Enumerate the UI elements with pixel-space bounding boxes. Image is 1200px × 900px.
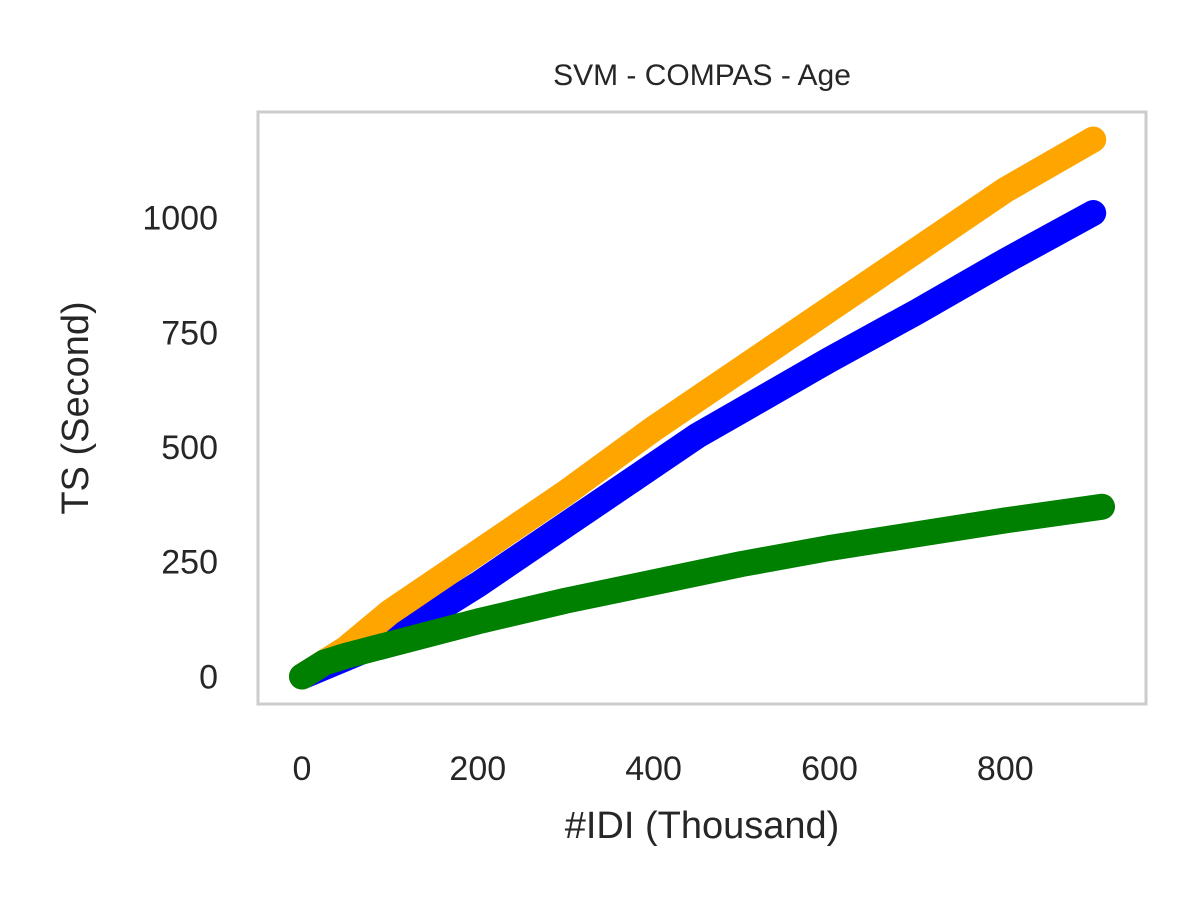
plot-frame (256, 110, 1148, 706)
x-tick-label: 200 (449, 750, 506, 788)
x-tick-label: 600 (801, 750, 858, 788)
x-axis-label: #IDI (Thousand) (565, 805, 840, 847)
x-tick-label: 0 (293, 750, 312, 788)
x-tick-labels: 0 200 400 600 800 (293, 750, 1034, 788)
y-tick-label: 250 (161, 544, 218, 582)
x-tick-label: 400 (625, 750, 682, 788)
y-tick-labels: 0 250 500 750 1000 (142, 200, 218, 697)
y-tick-label: 750 (161, 314, 218, 352)
x-tick-label: 800 (977, 750, 1034, 788)
chart-title: SVM - COMPAS - Age (553, 59, 851, 92)
y-tick-label: 500 (161, 429, 218, 467)
y-tick-label: 0 (199, 659, 218, 697)
series-line-2 (289, 126, 1107, 690)
y-axis-label: TS (Second) (55, 301, 97, 514)
series-line-3 (289, 493, 1115, 690)
series-layer (289, 126, 1115, 690)
y-tick-label: 1000 (142, 200, 218, 238)
